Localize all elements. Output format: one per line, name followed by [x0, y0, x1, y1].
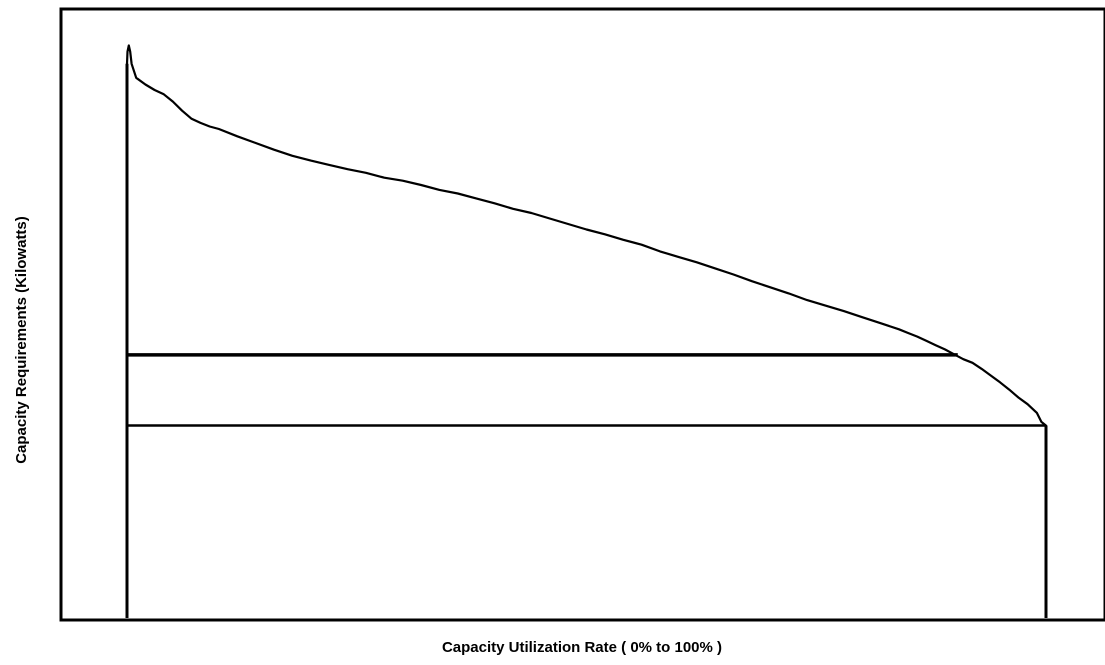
chart-marks — [125, 44, 1048, 618]
plot-frame — [59, 7, 1105, 622]
load-duration-curve — [125, 44, 1048, 427]
x-axis-label: Capacity Utilization Rate ( 0% to 100% ) — [442, 639, 722, 656]
y-axis-label: Capacity Requirements (Kilowatts) — [13, 216, 30, 464]
